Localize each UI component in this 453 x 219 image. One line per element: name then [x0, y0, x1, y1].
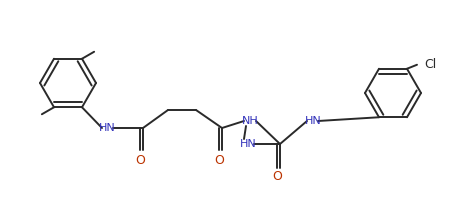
Text: HN: HN — [240, 139, 256, 149]
Text: NH: NH — [241, 116, 258, 126]
Text: HN: HN — [304, 116, 321, 126]
Text: O: O — [272, 171, 282, 184]
Text: Cl: Cl — [424, 58, 436, 71]
Text: HN: HN — [99, 123, 116, 133]
Text: O: O — [135, 154, 145, 166]
Text: O: O — [214, 154, 224, 166]
